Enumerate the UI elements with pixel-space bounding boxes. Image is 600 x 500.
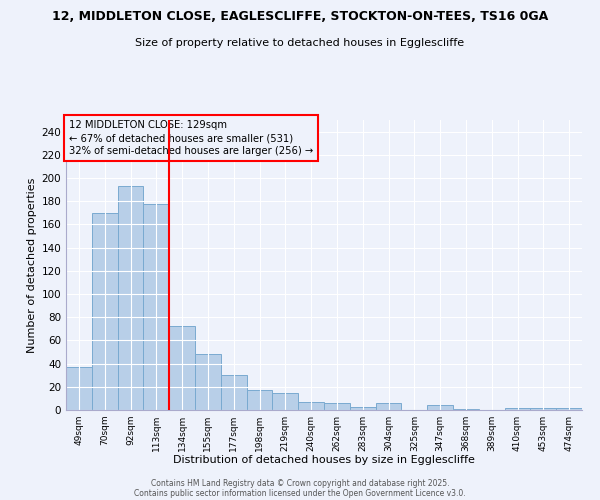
Y-axis label: Number of detached properties: Number of detached properties xyxy=(27,178,37,352)
Bar xyxy=(350,406,376,410)
Bar xyxy=(143,204,169,410)
Bar xyxy=(427,406,453,410)
X-axis label: Distribution of detached houses by size in Egglescliffe: Distribution of detached houses by size … xyxy=(173,456,475,466)
Bar xyxy=(272,392,298,410)
Bar xyxy=(169,326,195,410)
Bar xyxy=(324,403,350,410)
Text: 12 MIDDLETON CLOSE: 129sqm
← 67% of detached houses are smaller (531)
32% of sem: 12 MIDDLETON CLOSE: 129sqm ← 67% of deta… xyxy=(68,120,313,156)
Bar xyxy=(376,403,401,410)
Bar xyxy=(118,186,143,410)
Text: 12, MIDDLETON CLOSE, EAGLESCLIFFE, STOCKTON-ON-TEES, TS16 0GA: 12, MIDDLETON CLOSE, EAGLESCLIFFE, STOCK… xyxy=(52,10,548,23)
Bar xyxy=(195,354,221,410)
Bar xyxy=(247,390,272,410)
Bar xyxy=(92,213,118,410)
Bar xyxy=(556,408,582,410)
Bar xyxy=(66,367,92,410)
Bar xyxy=(453,409,479,410)
Text: Contains public sector information licensed under the Open Government Licence v3: Contains public sector information licen… xyxy=(134,488,466,498)
Bar xyxy=(505,408,530,410)
Text: Contains HM Land Registry data © Crown copyright and database right 2025.: Contains HM Land Registry data © Crown c… xyxy=(151,478,449,488)
Bar xyxy=(221,375,247,410)
Text: Size of property relative to detached houses in Egglescliffe: Size of property relative to detached ho… xyxy=(136,38,464,48)
Bar xyxy=(298,402,324,410)
Bar xyxy=(530,408,556,410)
